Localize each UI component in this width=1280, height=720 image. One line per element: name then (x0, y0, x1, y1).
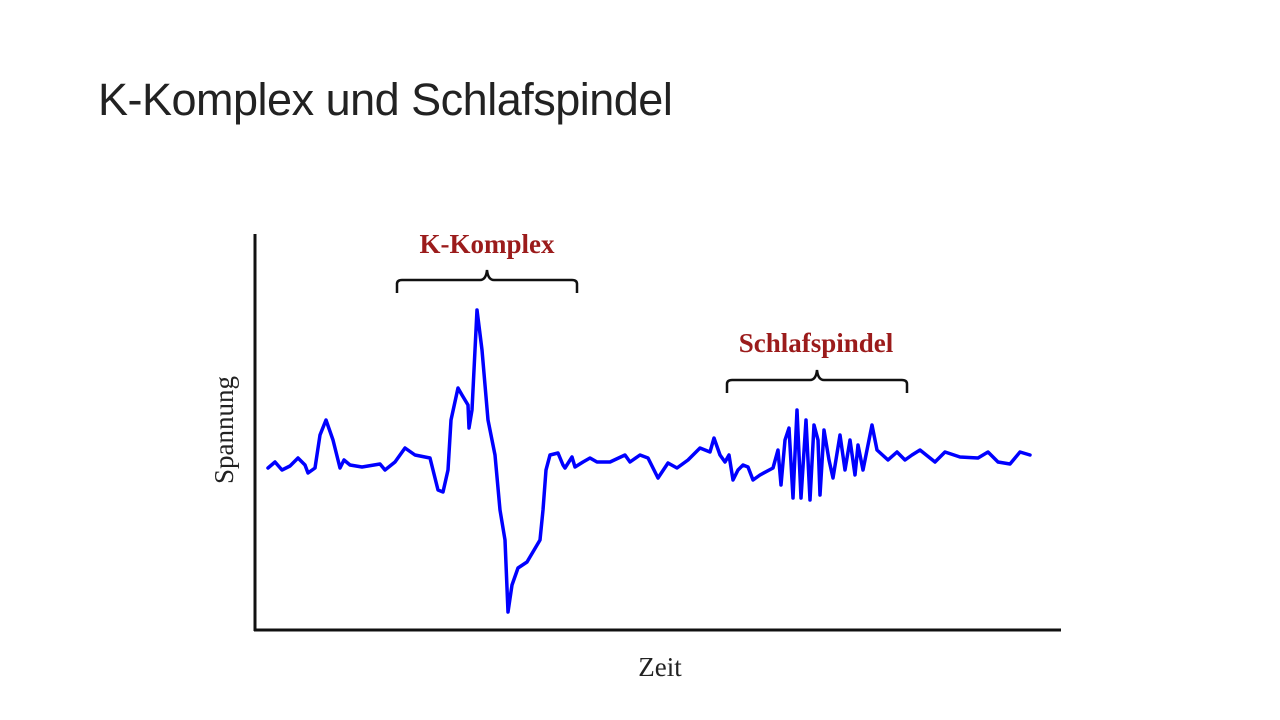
eeg-signal-line (266, 308, 1032, 614)
schlafspindel-label: Schlafspindel (739, 328, 894, 358)
slide-title: K-Komplex und Schlafspindel (98, 74, 673, 125)
y-axis-label: Spannung (209, 376, 239, 484)
k-komplex-label: K-Komplex (420, 229, 555, 259)
x-axis-label: Zeit (638, 652, 682, 682)
schlafspindel-brace (725, 369, 909, 393)
k-komplex-brace (395, 269, 579, 293)
